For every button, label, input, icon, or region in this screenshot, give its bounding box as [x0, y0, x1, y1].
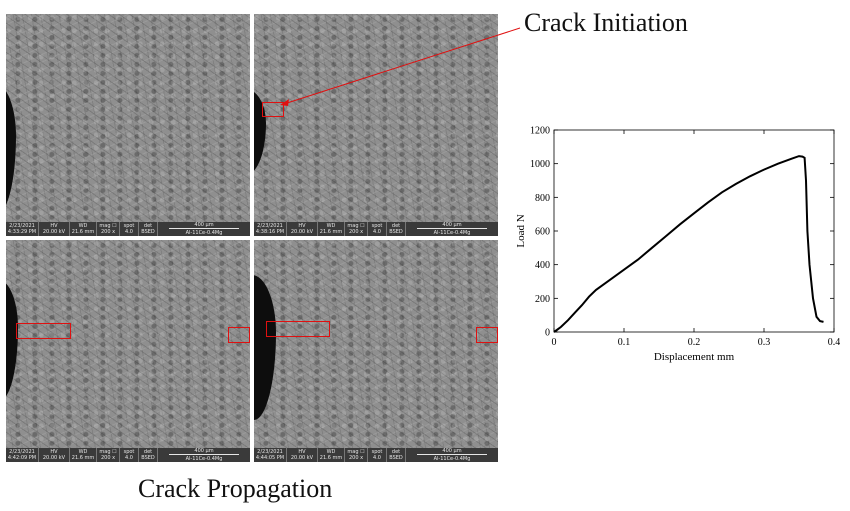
sem-info-bar: 2/23/2021 4:33:29 PM HV 20.00 kV WD 21.6 mm… [6, 222, 250, 236]
x-tick-label: 0.2 [688, 337, 701, 348]
crack-tip-box [476, 327, 498, 343]
x-axis-label: Displacement mm [654, 351, 735, 363]
sem-panel-3: 2/23/2021 4:42:09 PM HV 20.00 kV WD 21.6 mm… [6, 240, 250, 462]
void-region [6, 280, 18, 400]
sem-info-bar: 2/23/2021 4:42:09 PM HV 20.00 kV WD 21.6 mm… [6, 448, 250, 462]
y-tick-label: 800 [535, 193, 550, 204]
void-region [254, 275, 276, 420]
void-region [6, 84, 16, 214]
sem-panel-1: 2/23/2021 4:33:29 PM HV 20.00 kV WD 21.6 mm… [6, 14, 250, 236]
y-tick-label: 600 [535, 227, 550, 238]
y-tick-label: 400 [535, 260, 550, 271]
x-tick-label: 0 [552, 337, 557, 348]
x-tick-label: 0.1 [618, 337, 631, 348]
y-axis-label: Load N [515, 214, 527, 247]
y-tick-label: 1000 [530, 159, 550, 170]
x-tick-label: 0.3 [758, 337, 771, 348]
crack-propagation-box [266, 321, 330, 337]
y-tick-label: 200 [535, 294, 550, 305]
sem-image-grid: 2/23/2021 4:33:29 PM HV 20.00 kV WD 21.6 mm… [6, 14, 498, 464]
crack-tip-box [228, 327, 250, 343]
plot-frame [553, 129, 835, 333]
crack-propagation-label: Crack Propagation [138, 474, 333, 503]
sem-panel-2: 2/23/2021 4:38:16 PM HV 20.00 kV WD 21.6 mm… [254, 14, 498, 236]
sem-info-bar: 2/23/2021 4:44:05 PM HV 20.00 kV WD 21.6 mm… [254, 448, 498, 462]
x-tick-label: 0.4 [828, 337, 840, 348]
crack-initiation-box [262, 102, 284, 117]
sem-info-bar: 2/23/2021 4:38:16 PM HV 20.00 kV WD 21.6 mm… [254, 222, 498, 236]
sem-panel-4: 2/23/2021 4:44:05 PM HV 20.00 kV WD 21.6 mm… [254, 240, 498, 462]
load-displacement-curve [553, 155, 824, 333]
crack-initiation-label: Crack Initiation [524, 8, 688, 37]
crack-propagation-box [16, 323, 71, 339]
load-displacement-chart: 0 0.1 0.2 0.3 0.4 0 200 400 600 800 1000 1200 Displa… [515, 126, 840, 364]
y-tick-label: 1200 [530, 126, 550, 137]
y-tick-label: 0 [545, 328, 550, 339]
